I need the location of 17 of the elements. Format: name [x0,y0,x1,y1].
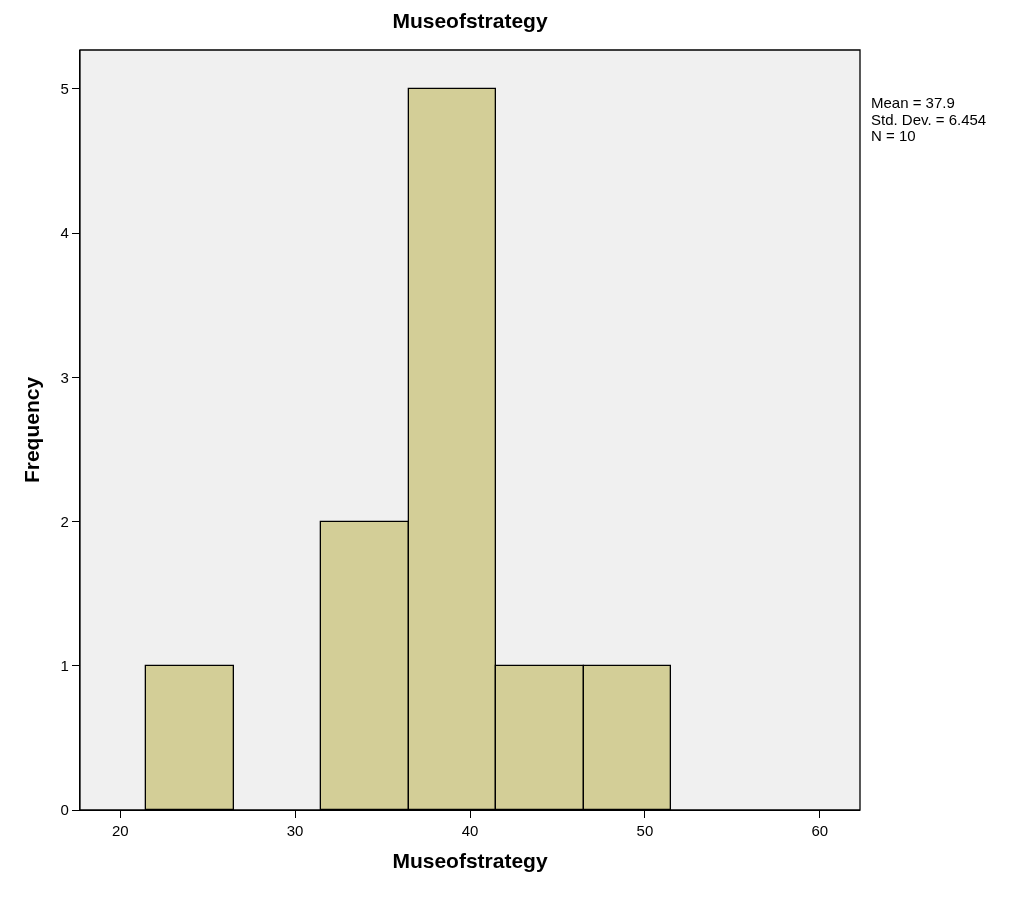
x-tick-label: 30 [286,822,304,840]
x-tick-label: 40 [461,822,479,840]
x-tick-label: 50 [636,822,654,840]
y-tick-label: 1 [60,657,69,675]
y-tick-label: 3 [60,368,69,386]
y-axis-title: Frequency [19,376,43,484]
text: Std. Dev. = 6.454 [871,111,987,128]
y-tick-label: 0 [60,801,69,819]
text: Mean = 37.9 [871,94,955,111]
y-tick-label: 5 [60,80,69,98]
chart-title: Museofstrategy [392,9,548,33]
x-tick-label: 20 [111,822,129,840]
y-tick-label: 4 [60,224,69,242]
x-axis-title: Museofstrategy [392,849,548,873]
y-tick-label: 2 [60,512,69,530]
x-tick-label: 60 [811,822,829,840]
text: N = 10 [871,127,916,144]
